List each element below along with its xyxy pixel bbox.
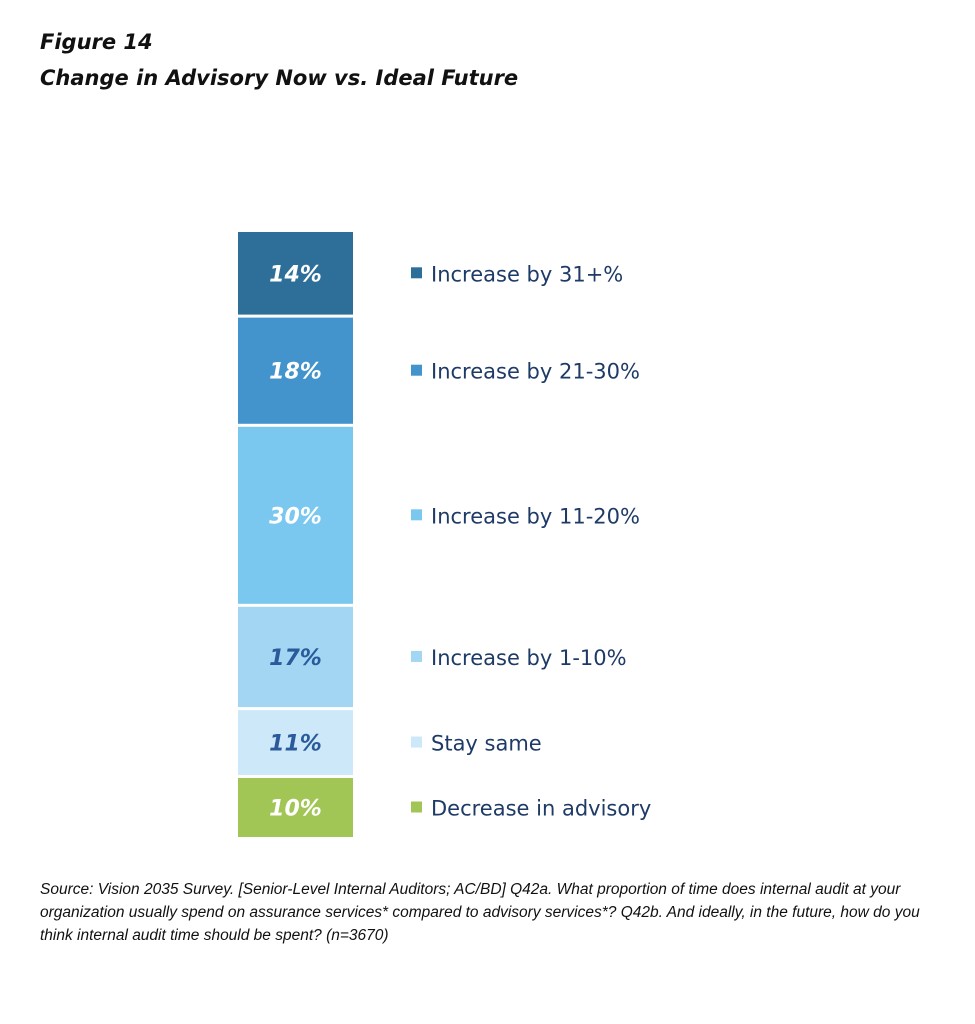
data-label: 14% bbox=[269, 262, 322, 287]
legend-label: Increase by 11-20% bbox=[431, 504, 640, 528]
stacked-bar-chart: 14% Increase by 31+% 18% Increase by 21-30%… bbox=[238, 232, 651, 837]
legend-swatch bbox=[411, 801, 422, 813]
bar-segment bbox=[238, 232, 353, 315]
bar-segment bbox=[238, 778, 353, 837]
data-label: 10% bbox=[269, 797, 322, 822]
data-label: 11% bbox=[269, 732, 322, 757]
legend-swatch bbox=[411, 509, 422, 521]
figure-label: Figure 14 bbox=[40, 30, 153, 54]
bar-segment bbox=[238, 710, 353, 775]
legend-swatch bbox=[411, 650, 422, 662]
legend-label: Increase by 1-10% bbox=[431, 646, 627, 670]
bar-segment bbox=[238, 426, 353, 604]
data-label: 17% bbox=[269, 646, 322, 671]
legend-swatch bbox=[411, 364, 422, 376]
legend-label: Increase by 31+% bbox=[431, 262, 623, 286]
source-note: Source: Vision 2035 Survey. [Senior-Leve… bbox=[40, 881, 920, 944]
legend-label: Stay same bbox=[431, 732, 542, 756]
legend-label: Decrease in advisory bbox=[431, 797, 651, 821]
chart-title: Change in Advisory Now vs. Ideal Future bbox=[40, 66, 519, 90]
legend-swatch bbox=[411, 267, 422, 279]
legend-swatch bbox=[411, 736, 422, 748]
bar-segment bbox=[238, 317, 353, 424]
legend-label: Increase by 21-30% bbox=[431, 360, 640, 384]
bar-segment bbox=[238, 606, 353, 708]
data-label: 18% bbox=[269, 360, 322, 385]
data-label: 30% bbox=[269, 504, 322, 529]
